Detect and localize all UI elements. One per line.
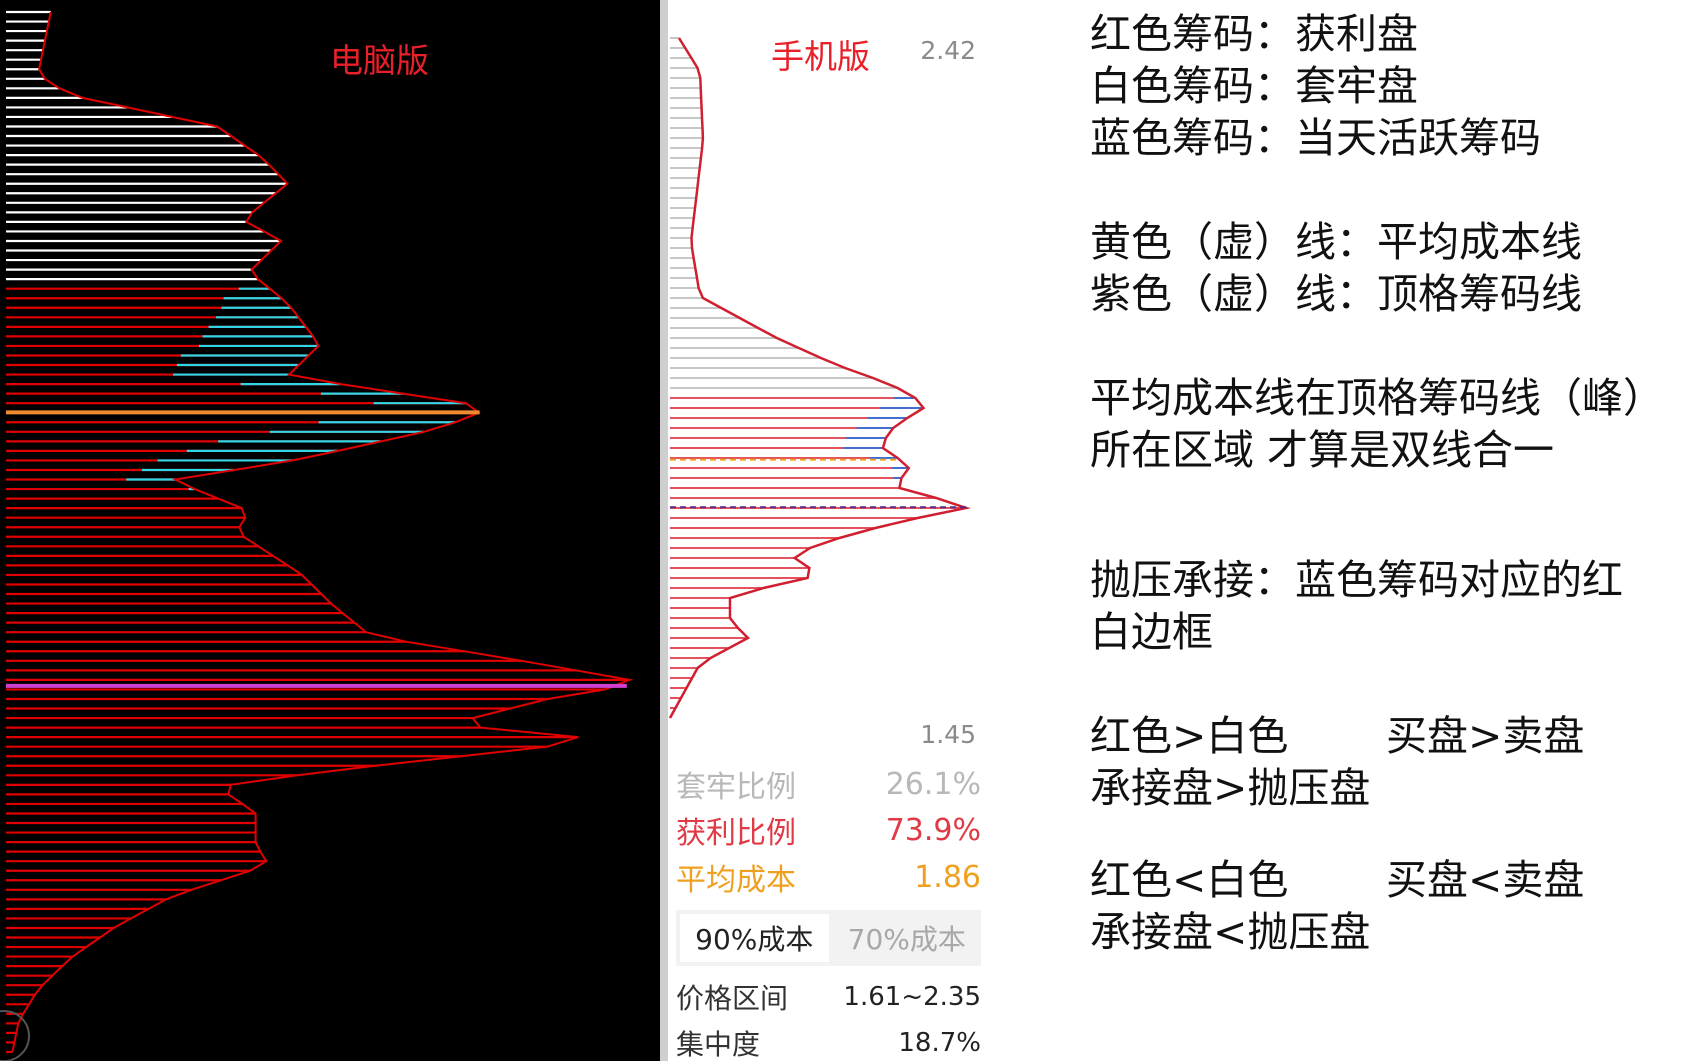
note-white-chips: 白色筹码：套牢盘 — [1090, 62, 1418, 110]
note-double-line-2: 所在区域 才算是双线合一 — [1090, 426, 1555, 474]
note-blue-chips: 蓝色筹码：当天活跃筹码 — [1090, 114, 1541, 162]
note-support-gt: 承接盘>抛压盘 — [1090, 764, 1371, 812]
note-support-lt: 承接盘<抛压盘 — [1090, 908, 1371, 956]
note-red-lt-white-b: 买盘<卖盘 — [1386, 856, 1585, 904]
trapped-ratio-label: 套牢比例 — [676, 770, 796, 805]
note-red-gt-white-a: 红色>白色 — [1090, 712, 1289, 760]
chip-outline — [11, 11, 634, 1053]
concentration-value: 18.7% — [898, 1028, 981, 1058]
concentration-label: 集中度 — [676, 1028, 761, 1061]
tab-70-cost[interactable]: 70%成本 — [847, 923, 966, 956]
price-bottom-label: 1.45 — [920, 720, 976, 749]
note-red-lt-white: 红色<白色 买盘<卖盘 — [1090, 854, 1690, 906]
trapped-ratio-value: 26.1% — [885, 766, 981, 802]
note-pressure-1: 抛压承接：蓝色筹码对应的红 — [1090, 556, 1623, 604]
price-range-value: 1.61~2.35 — [843, 982, 981, 1012]
legend-notes: 红色筹码：获利盘 白色筹码：套牢盘 蓝色筹码：当天活跃筹码 黄色（虚）线：平均成… — [1090, 8, 1690, 958]
chip-outline — [668, 37, 971, 719]
price-range-label: 价格区间 — [676, 982, 789, 1015]
panel-divider — [660, 0, 668, 1061]
note-red-gt-white-b: 买盘>卖盘 — [1386, 712, 1585, 760]
avg-cost-row: 平均成本 1.86 — [676, 855, 981, 899]
concentration-row: 集中度 18.7% — [676, 1021, 981, 1061]
cost-tabs: 90%成本 70%成本 — [676, 910, 981, 966]
mobile-chip-chart — [668, 37, 971, 719]
mobile-chip-panel: 手机版 2.42 1.45 套牢比例 26.1% 获利比例 73.9% 平均成本… — [668, 0, 994, 1061]
trapped-ratio-row: 套牢比例 26.1% — [676, 762, 981, 806]
price-range-row: 价格区间 1.61~2.35 — [676, 975, 981, 1019]
note-red-gt-white: 红色>白色 买盘>卖盘 — [1090, 710, 1690, 762]
tab-90-cost[interactable]: 90%成本 — [680, 914, 829, 962]
profit-ratio-value: 73.9% — [885, 812, 981, 848]
note-red-chips: 红色筹码：获利盘 — [1090, 10, 1418, 58]
note-red-lt-white-a: 红色<白色 — [1090, 856, 1289, 904]
note-pressure-2: 白边框 — [1090, 608, 1213, 656]
avg-cost-value: 1.86 — [914, 859, 981, 895]
profit-ratio-row: 获利比例 73.9% — [676, 808, 981, 852]
note-double-line-1: 平均成本线在顶格筹码线（峰） — [1090, 374, 1664, 422]
pc-chip-chart — [6, 10, 634, 1054]
price-top-label: 2.42 — [920, 36, 976, 65]
note-purple-line: 紫色（虚）线：顶格筹码线 — [1090, 270, 1582, 318]
pc-title: 电脑版 — [330, 41, 429, 80]
mobile-title: 手机版 — [771, 37, 870, 76]
pc-chip-panel: 电脑版 — [0, 0, 660, 1061]
note-yellow-line: 黄色（虚）线：平均成本线 — [1090, 218, 1582, 266]
profit-ratio-label: 获利比例 — [676, 816, 796, 851]
avg-cost-label: 平均成本 — [676, 863, 796, 898]
